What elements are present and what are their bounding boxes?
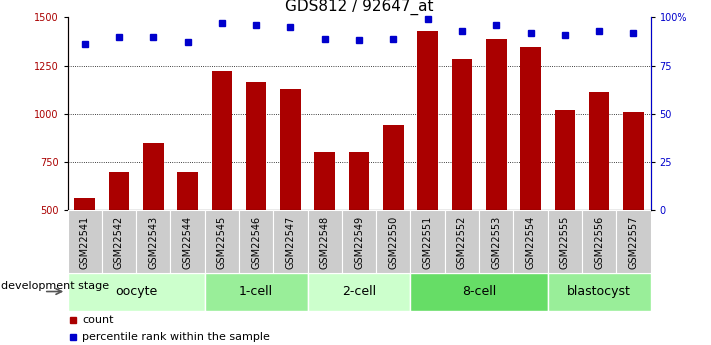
Text: GSM22551: GSM22551 xyxy=(422,215,433,269)
Bar xyxy=(273,210,308,273)
Text: GSM22550: GSM22550 xyxy=(388,215,398,269)
Text: GSM22545: GSM22545 xyxy=(217,215,227,269)
Bar xyxy=(205,210,239,273)
Text: percentile rank within the sample: percentile rank within the sample xyxy=(82,333,270,342)
Bar xyxy=(314,152,335,307)
Bar xyxy=(445,210,479,273)
Bar xyxy=(383,126,404,307)
Bar xyxy=(582,210,616,273)
Bar xyxy=(136,210,171,273)
Bar xyxy=(486,39,506,307)
Text: 1-cell: 1-cell xyxy=(239,285,273,298)
Text: GSM22554: GSM22554 xyxy=(525,215,535,269)
Bar xyxy=(410,210,445,273)
Bar xyxy=(513,210,547,273)
Bar xyxy=(75,198,95,307)
Bar xyxy=(308,273,410,310)
Bar xyxy=(555,110,575,307)
Bar xyxy=(308,210,342,273)
Title: GDS812 / 92647_at: GDS812 / 92647_at xyxy=(285,0,433,14)
Text: GSM22544: GSM22544 xyxy=(183,215,193,268)
Bar xyxy=(280,89,301,307)
Text: 2-cell: 2-cell xyxy=(342,285,376,298)
Text: GSM22552: GSM22552 xyxy=(457,215,467,269)
Text: development stage: development stage xyxy=(1,282,109,291)
Bar xyxy=(623,112,643,307)
Text: GSM22541: GSM22541 xyxy=(80,215,90,268)
Text: GSM22548: GSM22548 xyxy=(320,215,330,268)
Bar xyxy=(349,152,369,307)
Bar xyxy=(143,143,164,307)
Bar xyxy=(589,92,609,307)
Bar xyxy=(212,71,232,307)
Bar xyxy=(547,210,582,273)
Bar xyxy=(68,210,102,273)
Bar xyxy=(451,59,472,307)
Text: GSM22555: GSM22555 xyxy=(560,215,570,269)
Bar xyxy=(109,172,129,307)
Text: GSM22557: GSM22557 xyxy=(629,215,638,269)
Bar xyxy=(171,210,205,273)
Bar xyxy=(376,210,410,273)
Text: GSM22542: GSM22542 xyxy=(114,215,124,269)
Text: count: count xyxy=(82,315,114,325)
Text: 8-cell: 8-cell xyxy=(462,285,496,298)
Bar xyxy=(68,273,205,310)
Bar xyxy=(342,210,376,273)
Bar xyxy=(177,172,198,307)
Bar xyxy=(479,210,513,273)
Bar xyxy=(616,210,651,273)
Bar xyxy=(246,82,267,307)
Text: GSM22556: GSM22556 xyxy=(594,215,604,269)
Text: GSM22553: GSM22553 xyxy=(491,215,501,269)
Bar xyxy=(102,210,136,273)
Bar xyxy=(547,273,651,310)
Text: blastocyst: blastocyst xyxy=(567,285,631,298)
Text: oocyte: oocyte xyxy=(115,285,157,298)
Bar xyxy=(417,31,438,307)
Text: GSM22543: GSM22543 xyxy=(149,215,159,268)
Text: GSM22547: GSM22547 xyxy=(285,215,296,269)
Bar xyxy=(205,273,308,310)
Bar xyxy=(410,273,547,310)
Bar xyxy=(520,47,541,307)
Text: GSM22546: GSM22546 xyxy=(251,215,261,268)
Text: GSM22549: GSM22549 xyxy=(354,215,364,268)
Bar xyxy=(239,210,273,273)
